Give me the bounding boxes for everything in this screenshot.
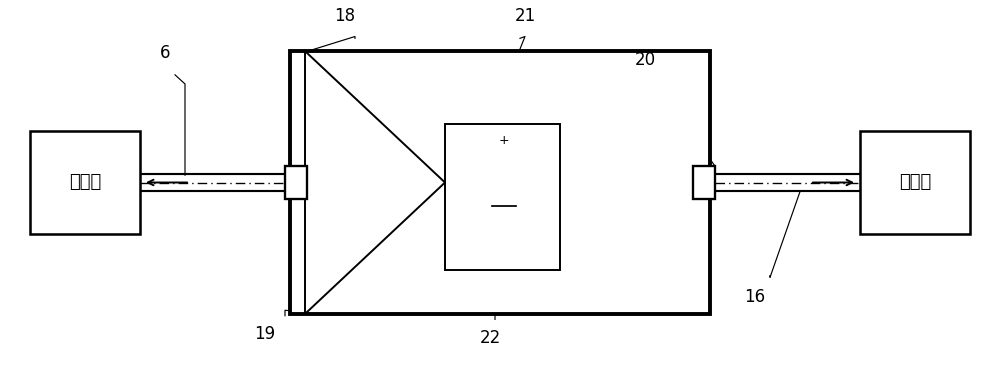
Text: 21: 21 bbox=[514, 7, 536, 26]
Text: 示波器: 示波器 bbox=[899, 173, 931, 192]
Bar bbox=[860, 131, 970, 234]
Bar bbox=[30, 131, 140, 234]
Bar bbox=[445, 124, 560, 270]
Text: 20: 20 bbox=[634, 51, 656, 69]
Text: 19: 19 bbox=[254, 325, 276, 343]
Bar bbox=[693, 166, 715, 199]
Bar bbox=[290, 51, 710, 314]
Text: +: + bbox=[499, 134, 509, 147]
Text: 16: 16 bbox=[744, 288, 766, 307]
Text: 6: 6 bbox=[160, 44, 170, 62]
Text: 22: 22 bbox=[479, 328, 501, 347]
Text: 18: 18 bbox=[334, 7, 356, 26]
Bar bbox=[285, 166, 307, 199]
Text: 传感器: 传感器 bbox=[69, 173, 101, 192]
